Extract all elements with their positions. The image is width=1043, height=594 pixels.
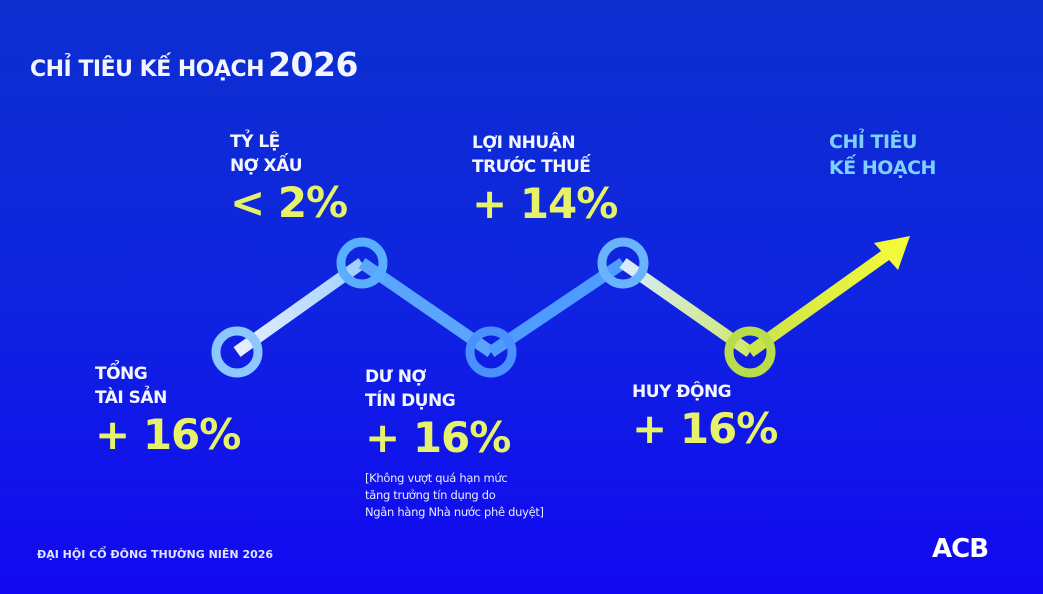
node-circle (465, 326, 517, 378)
metric-npl-ratio: TỶ LỆ NỢ XẤU < 2% (230, 130, 348, 227)
credit-note: [Không vượt quá hạn mức tăng trưởng tín … (365, 470, 544, 521)
arrow-label: CHỈ TIÊU KẾ HOẠCH (829, 129, 936, 181)
title-text: CHỈ TIÊU KẾ HOẠCH (30, 57, 265, 82)
connector-line (619, 258, 754, 357)
connector-line (358, 258, 495, 357)
footer-text: ĐẠI HỘI CỔ ĐÔNG THƯỜNG NIÊN 2026 (37, 548, 274, 561)
note-line: tăng trưởng tín dụng do (365, 488, 496, 502)
metric-value: < 2% (230, 178, 348, 227)
metric-value: + 16% (95, 410, 241, 459)
metric-total-assets: TỔNG TÀI SẢN + 16% (95, 362, 241, 459)
node-circle (211, 326, 263, 378)
acb-logo: ACB (932, 534, 989, 564)
metric-label: TRƯỚC THUẾ (472, 157, 591, 177)
connector-line (487, 258, 627, 357)
metric-profit: LỢI NHUẬN TRƯỚC THUẾ + 14% (472, 131, 618, 228)
metric-label: TÍN DỤNG (365, 391, 456, 411)
metric-label: DƯ NỢ (365, 367, 426, 387)
metric-value: + 16% (632, 404, 778, 453)
metric-label: NỢ XẤU (230, 156, 303, 176)
node-circle (724, 326, 776, 378)
metric-credit: DƯ NỢ TÍN DỤNG + 16% [Không vượt quá hạn… (365, 365, 544, 521)
metric-deposits: HUY ĐỘNG + 16% (632, 380, 778, 453)
title-year: 2026 (268, 45, 358, 84)
metric-value: + 14% (472, 179, 618, 228)
arrow-label-line: CHỈ TIÊU (829, 131, 917, 153)
metric-label: TỶ LỆ (230, 132, 280, 152)
metric-label: LỢI NHUẬN (472, 133, 576, 153)
arrow-head-icon (874, 236, 910, 270)
note-line: [Không vượt quá hạn mức (365, 471, 508, 485)
connector-line (233, 258, 366, 357)
page-title: CHỈ TIÊU KẾ HOẠCH 2026 (30, 45, 358, 84)
metric-label: TÀI SẢN (95, 388, 167, 408)
node-circle (336, 237, 388, 289)
metric-label: TỔNG (95, 364, 148, 384)
metric-value: + 16% (365, 413, 511, 462)
trend-arrow-line (746, 247, 894, 357)
arrow-label-line: KẾ HOẠCH (829, 157, 936, 179)
note-line: Ngân hàng Nhà nước phê duyệt] (365, 505, 544, 519)
metric-label: HUY ĐỘNG (632, 382, 732, 402)
node-circle (597, 237, 649, 289)
